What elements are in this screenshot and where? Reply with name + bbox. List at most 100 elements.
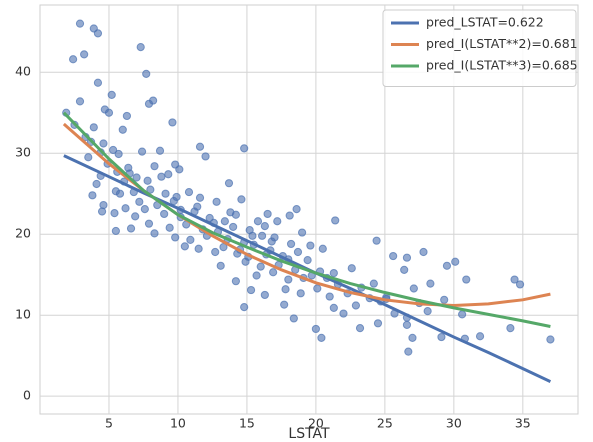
scatter-point — [313, 284, 322, 293]
scatter-point — [93, 78, 103, 87]
scatter-point — [99, 139, 108, 148]
scatter-point — [121, 204, 130, 213]
scatter-point — [157, 172, 166, 181]
scatter-point — [212, 197, 221, 206]
scatter-point — [240, 302, 249, 312]
scatter-point — [402, 320, 412, 330]
scatter-point — [135, 197, 144, 206]
scatter-point — [126, 224, 136, 233]
x-tick-label: 25 — [377, 416, 393, 431]
scatter-point — [241, 257, 250, 266]
scatter-point — [144, 219, 154, 228]
scatter-point — [329, 268, 338, 278]
x-tick-label: 20 — [308, 416, 324, 431]
scatter-point — [219, 243, 228, 252]
scatter-point — [263, 209, 272, 219]
scatter-point — [104, 108, 114, 117]
scatter-point — [97, 207, 107, 216]
scatter-point — [137, 147, 147, 156]
scatter-point — [186, 235, 195, 244]
scatter-point — [111, 226, 120, 236]
scatter-point — [118, 125, 127, 134]
scatter-point — [404, 347, 413, 356]
scatter-point — [306, 241, 315, 250]
scatter-point — [109, 145, 118, 155]
legend-label: pred_I(LSTAT**3)=0.685 — [426, 58, 578, 73]
scatter-point — [110, 209, 119, 218]
scatter-point — [442, 261, 452, 270]
scatter-point — [400, 265, 409, 274]
y-tick-label: 40 — [15, 64, 31, 79]
scatter-point — [88, 191, 97, 200]
scatter-point — [451, 257, 460, 266]
scatter-point — [339, 309, 348, 318]
scatter-point — [107, 90, 116, 99]
scatter-point — [160, 209, 169, 219]
scatter-point — [155, 146, 165, 155]
x-tick-label: 35 — [515, 416, 531, 431]
scatter-point — [92, 179, 101, 189]
scatter-point — [426, 279, 435, 288]
scatter-point — [267, 237, 276, 246]
scatter-point — [115, 189, 125, 198]
scatter-point — [180, 242, 189, 251]
scatter-point — [546, 335, 555, 344]
scatter-point — [257, 231, 267, 240]
scatter-point — [285, 211, 294, 220]
scatter-point — [226, 208, 235, 217]
scatter-point — [140, 204, 149, 214]
scatter-point — [142, 69, 151, 78]
scatter-point — [175, 165, 184, 174]
scatter-point — [506, 324, 515, 333]
x-tick-label: 5 — [105, 416, 113, 431]
scatter-point — [131, 212, 140, 221]
scatter-point — [161, 189, 170, 198]
scatter-point — [216, 261, 225, 270]
scatter-point — [143, 176, 152, 185]
scatter-point — [195, 193, 205, 202]
scatter-point — [253, 217, 263, 226]
scatter-point — [318, 244, 327, 253]
scatter-point — [136, 43, 145, 52]
x-tick-label: 30 — [446, 416, 462, 431]
scatter-point — [372, 236, 381, 245]
scatter-point — [273, 217, 282, 226]
scatter-point — [193, 202, 202, 211]
scatter-point — [515, 280, 525, 289]
scatter-point — [84, 153, 93, 162]
legend-label: pred_LSTAT=0.622 — [426, 15, 544, 30]
scatter-point — [437, 332, 446, 342]
y-tick-label: 0 — [23, 388, 31, 403]
scatter-point — [462, 275, 471, 284]
scatter-point — [146, 185, 155, 194]
scatter-point — [303, 256, 312, 265]
scatter-point — [195, 142, 205, 151]
scatter-point — [194, 244, 203, 253]
scatter-point — [164, 170, 173, 179]
scatter-point — [292, 204, 301, 214]
x-tick-label: 10 — [170, 416, 186, 431]
scatter-point — [317, 333, 326, 342]
scatter-point — [132, 173, 141, 182]
scatter-point — [93, 29, 103, 38]
legend-label: pred_I(LSTAT**2)=0.681 — [426, 36, 578, 51]
scatter-point — [298, 228, 307, 237]
x-tick-label: 15 — [239, 416, 255, 431]
scatter-point — [286, 239, 296, 249]
scatter-point — [75, 19, 85, 28]
scatter-point — [373, 319, 383, 328]
scatter-point — [75, 97, 85, 106]
scatter-point — [246, 285, 256, 295]
scatter-point — [289, 314, 298, 323]
scatter-point — [122, 111, 132, 121]
scatter-point — [89, 123, 98, 132]
scatter-point — [355, 324, 365, 333]
scatter-point — [256, 262, 265, 271]
scatter-point — [280, 300, 289, 309]
scatter-point — [211, 247, 220, 257]
scatter-point — [168, 118, 177, 127]
scatter-point — [440, 295, 449, 304]
scatter-point — [229, 222, 238, 232]
scatter-point — [296, 289, 305, 298]
